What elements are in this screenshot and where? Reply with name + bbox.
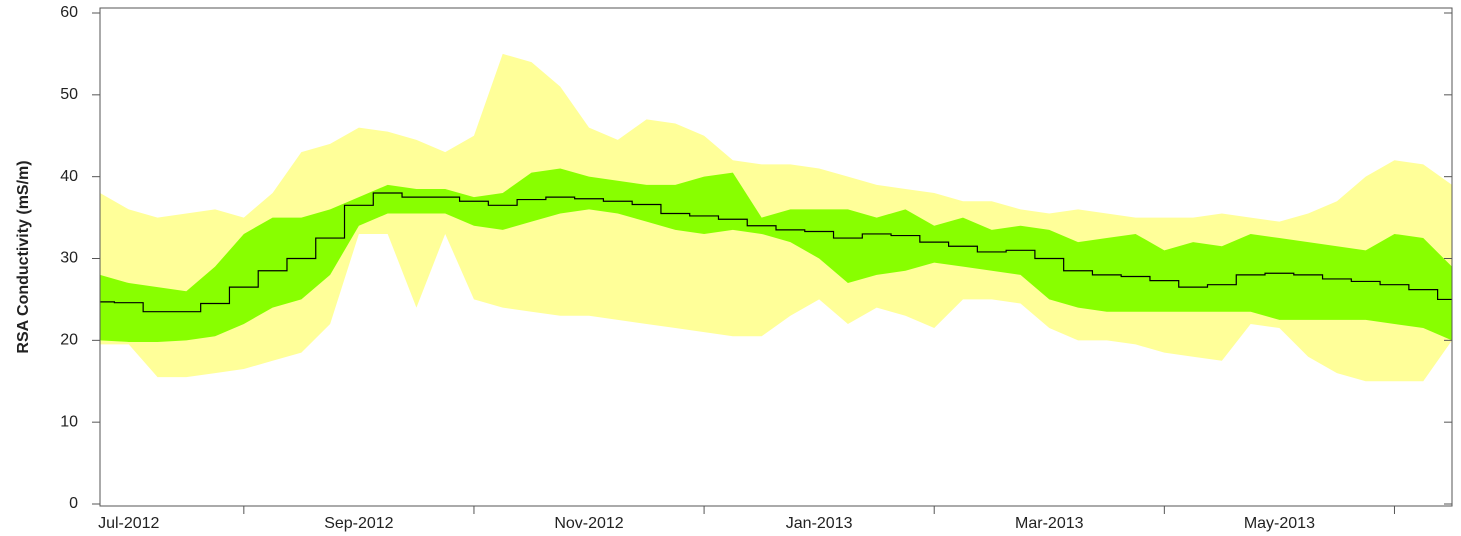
y-tick-label: 40 (60, 168, 78, 185)
y-tick-label: 50 (60, 86, 78, 103)
x-tick-label: Sep-2012 (324, 515, 393, 532)
median-line (100, 192, 1452, 313)
x-tick-label: Mar-2013 (1015, 515, 1084, 532)
y-tick-label: 60 (60, 4, 78, 21)
x-tick-label: Jan-2013 (786, 515, 853, 532)
band-area (100, 168, 1452, 342)
x-tick-label: Jul-2012 (98, 515, 159, 532)
y-tick-label: 10 (60, 413, 78, 430)
y-axis-title: RSA Conductivity (mS/m) (15, 160, 32, 353)
y-tick-label: 20 (60, 332, 78, 349)
plot-frame (99, 7, 1453, 507)
y-tick-label: 30 (60, 250, 78, 267)
y-tick-label: 0 (69, 495, 78, 512)
x-tick-label: May-2013 (1244, 515, 1315, 532)
x-tick-label: Nov-2012 (554, 515, 623, 532)
